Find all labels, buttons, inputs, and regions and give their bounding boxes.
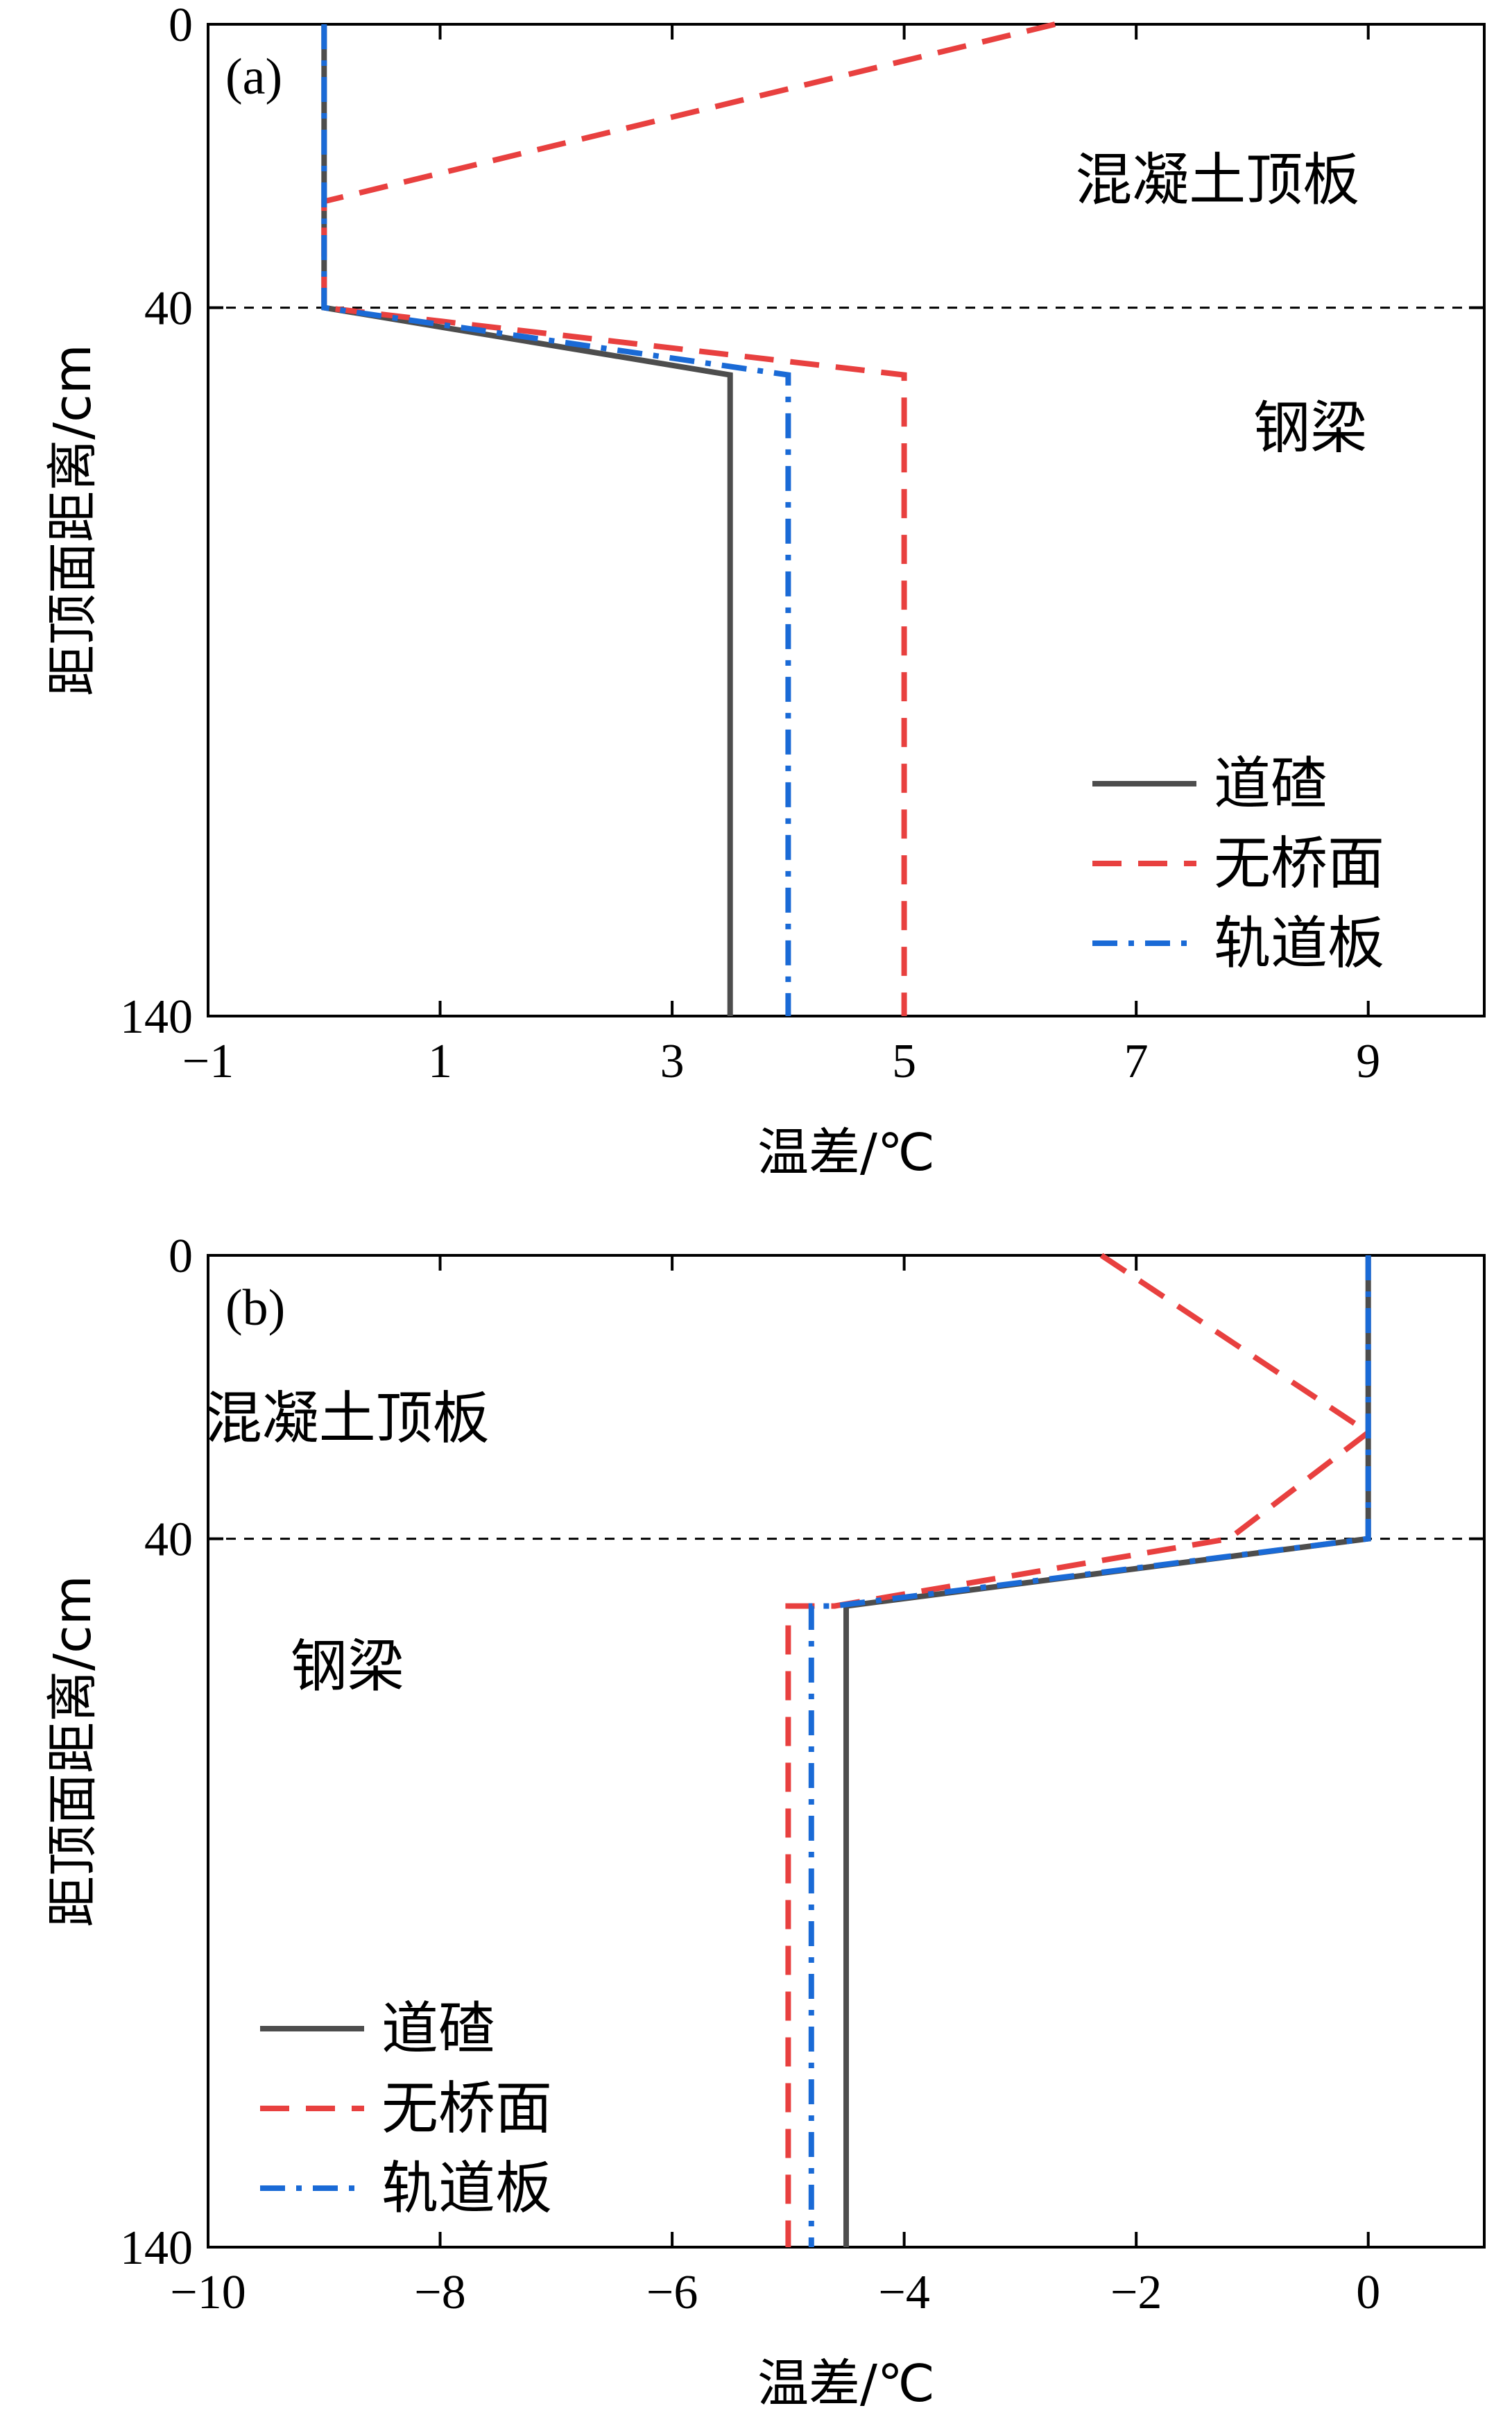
y-tick-label: 0 <box>169 0 193 52</box>
x-tick-label: 1 <box>428 1035 452 1088</box>
y-tick-label: 40 <box>144 282 193 336</box>
series-line-2 <box>321 22 1056 1016</box>
region-label: 混凝土顶板 <box>1075 148 1359 214</box>
legend-label: 无桥面 <box>381 2076 552 2142</box>
x-tick-label: −8 <box>414 2266 465 2319</box>
series-line-2 <box>785 1253 1373 2247</box>
legend-label: 轨道板 <box>381 2156 552 2221</box>
series-line-1 <box>843 1255 1371 2247</box>
y-tick-label: 40 <box>144 1513 193 1567</box>
legend-label: 轨道板 <box>1214 911 1384 977</box>
x-tick-label: 5 <box>892 1035 916 1088</box>
y-tick-label: 140 <box>120 990 193 1044</box>
y-axis-title: 距顶面距离/cm <box>43 344 103 696</box>
y-tick-label: 140 <box>120 2221 193 2275</box>
panel-label: (b) <box>225 1280 285 1336</box>
x-tick-label: −1 <box>182 1035 234 1088</box>
y-axis-title: 距顶面距离/cm <box>43 1575 103 1927</box>
x-axis-title: 温差/℃ <box>757 2354 935 2414</box>
x-tick-label: −10 <box>170 2266 246 2319</box>
x-tick-label: −2 <box>1110 2266 1162 2319</box>
plot-frame <box>207 23 1486 1017</box>
panel-b: −10 −8 −6 −4 −2 0 0 40 140 温差/℃ 距顶面距离/cm (b) 混凝土顶板钢梁… <box>43 1230 1486 2414</box>
panel-label: (a) <box>225 49 282 105</box>
series-line-3 <box>321 24 791 1016</box>
x-tick-label: 0 <box>1356 2266 1380 2319</box>
region-label: 混凝土顶板 <box>205 1386 490 1452</box>
y-tick-label: 0 <box>169 1230 193 1283</box>
x-tick-label: 3 <box>660 1035 685 1088</box>
x-tick-label: −6 <box>646 2266 698 2319</box>
series-line-1 <box>321 24 733 1016</box>
series-line-3 <box>808 1255 1371 2247</box>
legend-label: 道碴 <box>381 1996 495 2062</box>
x-tick-label: 7 <box>1124 1035 1149 1088</box>
panel-a: −1 1 3 5 7 9 0 40 140 温差/℃ 距顶面距离/cm (a) 混凝土顶板钢梁道碴无桥面… <box>43 0 1486 1183</box>
region-label: 钢梁 <box>1253 395 1367 461</box>
x-axis-title: 温差/℃ <box>757 1123 935 1183</box>
x-tick-label: −4 <box>878 2266 929 2319</box>
region-label: 钢梁 <box>291 1633 404 1699</box>
legend-label: 道碴 <box>1214 751 1328 817</box>
x-tick-label: 9 <box>1356 1035 1380 1088</box>
legend-label: 无桥面 <box>1214 831 1384 897</box>
